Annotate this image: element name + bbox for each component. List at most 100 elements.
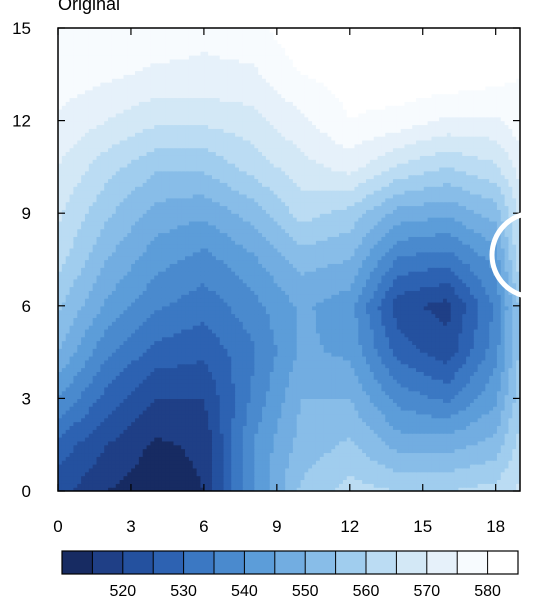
contour-cell <box>458 375 462 379</box>
contour-cell <box>512 418 516 422</box>
contour-cell <box>324 406 328 410</box>
contour-cell <box>216 360 220 364</box>
contour-cell <box>270 387 274 391</box>
contour-cell <box>335 445 339 449</box>
contour-cell <box>374 429 378 433</box>
contour-cell <box>181 356 185 360</box>
contour-cell <box>258 383 262 387</box>
contour-cell <box>362 433 366 437</box>
contour-cell <box>158 337 162 341</box>
contour-cell <box>220 341 224 345</box>
contour-cell <box>324 441 328 445</box>
contour-cell <box>120 352 124 356</box>
contour-cell <box>424 414 428 418</box>
contour-cell <box>293 445 297 449</box>
contour-cell <box>139 329 143 333</box>
contour-cell <box>181 379 185 383</box>
contour-cell <box>297 360 301 364</box>
contour-cell <box>162 425 166 429</box>
contour-cell <box>381 456 385 460</box>
contour-cell <box>150 364 154 368</box>
contour-cell <box>331 406 335 410</box>
contour-cell <box>204 398 208 402</box>
contour-cell <box>204 364 208 368</box>
contour-cell <box>150 445 154 449</box>
contour-cell <box>104 449 108 453</box>
contour-cell <box>508 395 512 399</box>
contour-cell <box>197 348 201 352</box>
contour-cell <box>120 371 124 375</box>
contour-cell <box>447 425 451 429</box>
contour-cell <box>335 476 339 480</box>
contour-cell <box>116 425 120 429</box>
contour-cell <box>320 472 324 476</box>
contour-cell <box>116 395 120 399</box>
contour-cell <box>224 472 228 476</box>
contour-cell <box>120 406 124 410</box>
contour-cell <box>385 402 389 406</box>
contour-cell <box>451 344 455 348</box>
contour-cell <box>505 410 509 414</box>
contour-cell <box>104 360 108 364</box>
contour-cell <box>293 406 297 410</box>
contour-cell <box>193 352 197 356</box>
contour-cell <box>70 433 74 437</box>
contour-cell <box>231 445 235 449</box>
contour-cell <box>270 329 274 333</box>
contour-cell <box>508 375 512 379</box>
contour-cell <box>123 383 127 387</box>
contour-cell <box>397 368 401 372</box>
contour-cell <box>351 333 355 337</box>
contour-cell <box>258 429 262 433</box>
contour-cell <box>158 395 162 399</box>
contour-cell <box>281 483 285 487</box>
contour-cell <box>354 476 358 480</box>
contour-cell <box>200 387 204 391</box>
contour-cell <box>505 445 509 449</box>
contour-cell <box>466 456 470 460</box>
contour-cell <box>200 341 204 345</box>
contour-cell <box>331 398 335 402</box>
contour-cell <box>420 402 424 406</box>
contour-cell <box>512 360 516 364</box>
contour-cell <box>408 449 412 453</box>
contour-cell <box>85 344 89 348</box>
contour-cell <box>174 398 178 402</box>
contour-cell <box>447 375 451 379</box>
contour-cell <box>170 364 174 368</box>
contour-cell <box>331 337 335 341</box>
contour-cell <box>462 341 466 345</box>
contour-cell <box>85 383 89 387</box>
contour-cell <box>493 445 497 449</box>
contour-cell <box>304 352 308 356</box>
contour-cell <box>439 398 443 402</box>
contour-cell <box>108 329 112 333</box>
contour-cell <box>439 364 443 368</box>
contour-cell <box>289 375 293 379</box>
contour-cell <box>424 395 428 399</box>
contour-cell <box>139 414 143 418</box>
contour-cell <box>470 433 474 437</box>
contour-cell <box>274 449 278 453</box>
contour-cell <box>123 391 127 395</box>
contour-cell <box>100 464 104 468</box>
contour-cell <box>408 344 412 348</box>
contour-cell <box>235 352 239 356</box>
contour-cell <box>131 433 135 437</box>
contour-cell <box>185 472 189 476</box>
contour-cell <box>293 456 297 460</box>
contour-cell <box>174 379 178 383</box>
contour-cell <box>189 383 193 387</box>
contour-cell <box>162 437 166 441</box>
contour-cell <box>320 352 324 356</box>
contour-cell <box>262 337 266 341</box>
contour-cell <box>439 429 443 433</box>
contour-cell <box>312 402 316 406</box>
contour-cell <box>277 437 281 441</box>
contour-cell <box>123 414 127 418</box>
contour-cell <box>470 414 474 418</box>
contour-cell <box>389 387 393 391</box>
contour-cell <box>293 410 297 414</box>
contour-cell <box>366 341 370 345</box>
contour-cell <box>331 479 335 483</box>
